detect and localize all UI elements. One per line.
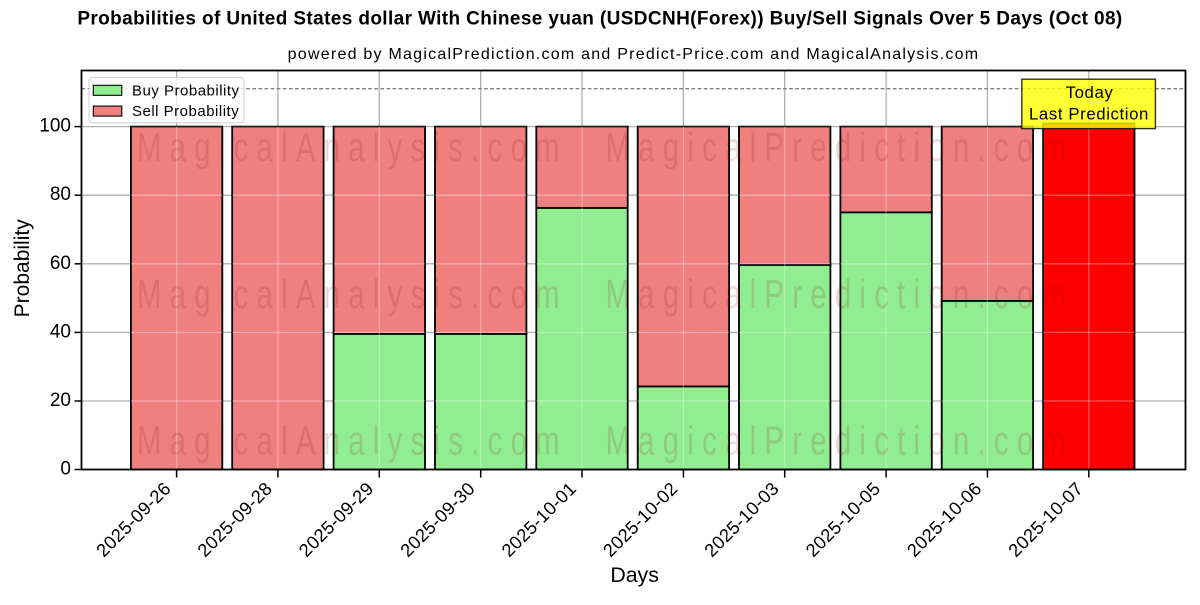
svg-text:Last Prediction: Last Prediction: [1029, 104, 1149, 123]
svg-text:powered by MagicalPrediction.c: powered by MagicalPrediction.com and Pre…: [288, 46, 980, 63]
svg-text:Buy Probability: Buy Probability: [132, 82, 240, 99]
svg-text:Days: Days: [610, 563, 659, 587]
svg-text:Sell Probability: Sell Probability: [132, 103, 239, 120]
svg-text:40: 40: [50, 321, 71, 342]
svg-text:MagicalAnalysis.com: MagicalAnalysis.com: [137, 271, 568, 317]
svg-text:0: 0: [60, 459, 71, 480]
svg-text:Probability: Probability: [11, 219, 34, 318]
svg-text:Probabilities of United States: Probabilities of United States dollar Wi…: [77, 9, 1122, 30]
svg-text:20: 20: [50, 390, 71, 411]
svg-text:Today: Today: [1066, 83, 1114, 102]
svg-text:80: 80: [50, 184, 71, 205]
svg-text:MagicalPrediction.com: MagicalPrediction.com: [606, 124, 1075, 170]
svg-text:100: 100: [39, 116, 71, 137]
svg-text:60: 60: [50, 253, 71, 274]
svg-text:MagicalPrediction.com: MagicalPrediction.com: [606, 271, 1075, 317]
svg-text:MagicalAnalysis.com: MagicalAnalysis.com: [137, 418, 568, 464]
svg-text:MagicalAnalysis.com: MagicalAnalysis.com: [137, 124, 568, 170]
svg-text:MagicalPrediction.com: MagicalPrediction.com: [606, 418, 1075, 464]
